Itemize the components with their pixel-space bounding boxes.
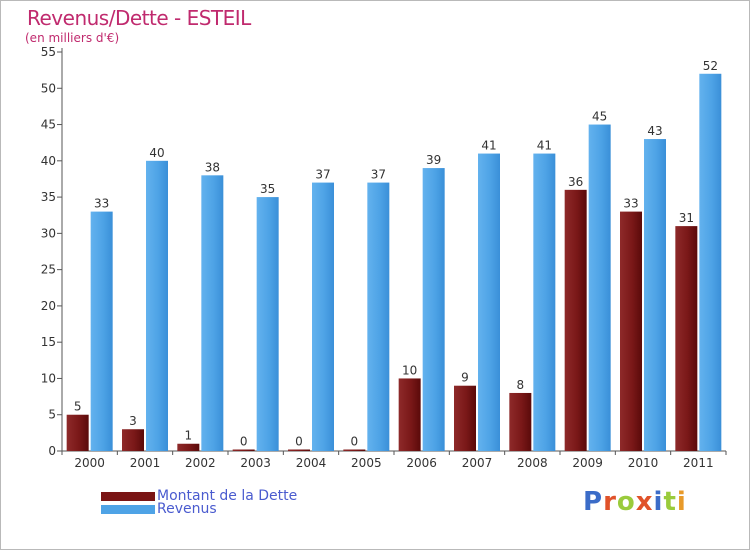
- y-tick-label: 45: [41, 118, 56, 132]
- proxiti-logo: Proxiti: [583, 487, 687, 517]
- bar-dette: [675, 226, 698, 451]
- x-tick-label: 2008: [517, 456, 548, 470]
- data-label-revenus: 41: [537, 139, 552, 153]
- x-tick-label: 2006: [406, 456, 437, 470]
- x-tick-label: 2001: [130, 456, 161, 470]
- bar-dette: [620, 211, 642, 451]
- bar-revenus: [533, 153, 556, 451]
- data-label-dette: 3: [129, 414, 137, 428]
- data-label-dette: 33: [623, 197, 638, 211]
- bar-dette: [509, 392, 532, 451]
- data-label-revenus: 41: [481, 139, 496, 153]
- data-label-revenus: 43: [647, 124, 662, 138]
- data-label-dette: 0: [240, 435, 248, 449]
- bar-dette: [288, 449, 310, 451]
- legend-swatch-dette: [101, 491, 155, 501]
- bar-revenus: [90, 211, 113, 451]
- bar-revenus: [201, 175, 224, 451]
- y-tick-label: 35: [41, 190, 56, 204]
- data-label-dette: 0: [295, 435, 303, 449]
- data-label-revenus: 38: [205, 160, 220, 174]
- x-tick-label: 2005: [351, 456, 382, 470]
- data-label-revenus: 52: [703, 59, 718, 73]
- x-tick-label: 2011: [683, 456, 714, 470]
- legend-label-revenus: Revenus: [157, 501, 217, 517]
- x-tick-label: 2010: [628, 456, 659, 470]
- legend-item-revenus: Revenus: [101, 501, 217, 517]
- bar-dette: [454, 385, 476, 451]
- bar-revenus: [699, 73, 722, 451]
- data-label-dette: 9: [461, 371, 469, 385]
- x-tick-label: 2004: [296, 456, 327, 470]
- data-label-revenus: 37: [371, 168, 386, 182]
- bar-dette: [343, 449, 366, 451]
- y-tick-label: 25: [41, 263, 56, 277]
- y-tick-label: 5: [48, 408, 56, 422]
- bar-revenus: [367, 182, 390, 451]
- data-label-dette: 1: [185, 429, 193, 443]
- bar-revenus: [312, 182, 334, 451]
- data-label-revenus: 37: [315, 168, 330, 182]
- y-tick-label: 40: [41, 154, 56, 168]
- y-tick-label: 20: [41, 299, 56, 313]
- x-tick-label: 2002: [185, 456, 216, 470]
- bar-dette: [66, 414, 89, 451]
- y-tick-label: 30: [41, 226, 56, 240]
- x-tick-label: 2007: [462, 456, 493, 470]
- legend-item-dette: Montant de la Dette: [101, 488, 297, 504]
- data-label-dette: 8: [517, 378, 525, 392]
- chart-subtitle: (en milliers d'€): [25, 31, 120, 45]
- data-label-dette: 0: [351, 435, 359, 449]
- bar-dette: [398, 378, 421, 451]
- x-tick-label: 2000: [74, 456, 105, 470]
- legend-label-dette: Montant de la Dette: [157, 488, 298, 504]
- x-tick-label: 2009: [572, 456, 603, 470]
- data-label-dette: 10: [402, 363, 417, 377]
- bar-revenus: [256, 197, 279, 451]
- bar-dette: [177, 443, 200, 451]
- data-label-revenus: 40: [149, 146, 164, 160]
- x-tick-label: 2003: [240, 456, 271, 470]
- bar-revenus: [422, 168, 445, 451]
- y-tick-label: 10: [41, 371, 56, 385]
- bar-dette: [564, 189, 587, 451]
- chart-title: Revenus/Dette - ESTEIL: [27, 6, 251, 30]
- data-label-dette: 31: [679, 211, 694, 225]
- bar-revenus: [146, 160, 168, 451]
- data-label-dette: 5: [74, 400, 82, 414]
- bar-revenus: [478, 153, 500, 451]
- bar-revenus: [644, 139, 666, 451]
- y-tick-label: 50: [41, 81, 56, 95]
- y-tick-label: 0: [48, 444, 56, 458]
- data-label-revenus: 35: [260, 182, 275, 196]
- bar-revenus: [588, 124, 611, 451]
- data-label-dette: 36: [568, 175, 583, 189]
- legend-swatch-revenus: [101, 504, 155, 514]
- data-label-revenus: 45: [592, 110, 607, 124]
- data-label-revenus: 39: [426, 153, 441, 167]
- bar-dette: [232, 449, 255, 451]
- bar-dette: [122, 429, 144, 451]
- data-label-revenus: 33: [94, 197, 109, 211]
- y-tick-label: 55: [41, 45, 56, 59]
- y-tick-label: 15: [41, 335, 56, 349]
